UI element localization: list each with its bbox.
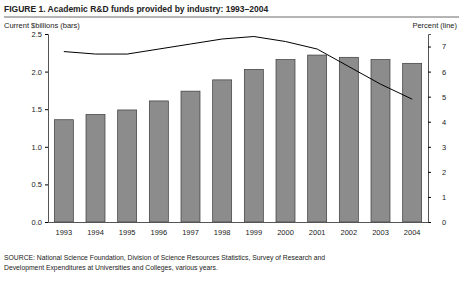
y-tick-label: 1.0	[32, 143, 42, 152]
y2-tick: 2	[428, 168, 446, 177]
y-tick-label: 1.5	[32, 105, 42, 114]
y-tick: 0.5	[32, 180, 48, 189]
bar	[276, 60, 295, 222]
x-tick-label: 1995	[119, 228, 136, 237]
x-tick-label: 1994	[87, 228, 104, 237]
y-tick-mark	[45, 184, 48, 185]
y2-tick-label: 0	[442, 218, 446, 227]
plot: 0.00.51.01.52.02.50123456719931994199519…	[32, 30, 447, 237]
y2-tick: 1	[428, 193, 446, 202]
x-tick: 2004	[404, 222, 421, 237]
bar	[181, 91, 200, 222]
y2-tick: 3	[428, 143, 446, 152]
y2-axis: 0 1 2 3 4 5 6 7	[428, 35, 446, 227]
y-tick-mark	[45, 147, 48, 148]
y2-axis-line	[429, 35, 432, 223]
x-tick: 2000	[277, 222, 294, 237]
y2-tick: 7	[428, 42, 446, 51]
x-tick: 1999	[245, 222, 262, 237]
x-tick: 2003	[372, 222, 389, 237]
source: Development Expenditures at Universities…	[4, 264, 218, 272]
y2-tick-mark	[428, 172, 431, 173]
bar	[403, 63, 422, 222]
y2-tick-mark	[428, 197, 431, 198]
y2-axis-label: Percent (line)	[412, 21, 457, 30]
y-axis: 0.0 0.5 1.0 1.5 2.0 2.5	[32, 30, 49, 227]
x-tick-label: 1996	[150, 228, 167, 237]
y2-tick-label: 3	[442, 143, 446, 152]
y2-tick-label: 7	[442, 42, 446, 51]
bar	[308, 55, 327, 222]
x-tick-label: 2000	[277, 228, 294, 237]
y2-tick-mark	[428, 72, 431, 73]
bar	[244, 69, 263, 222]
x-tick-label: 2001	[309, 228, 326, 237]
x-tick-label: 1993	[55, 228, 72, 237]
y-axis-line	[45, 35, 49, 223]
x-tick: 1998	[214, 222, 231, 237]
line	[64, 37, 412, 100]
x-axis: 1993 1994 1995 1996 1997 1998 1999 2000 2001 2002…	[49, 222, 429, 237]
x-tick: 1993	[55, 222, 72, 237]
x-tick: 2002	[340, 222, 357, 237]
bar	[213, 80, 232, 222]
x-tick: 1996	[150, 222, 167, 237]
source: SOURCE: National Science Foundation, Div…	[4, 254, 325, 262]
y-tick-mark	[45, 72, 48, 73]
x-tick-label: 1997	[182, 228, 199, 237]
y2-tick-label: 2	[442, 168, 446, 177]
x-tick: 1994	[87, 222, 104, 237]
x-tick: 2001	[309, 222, 326, 237]
y-tick: 2.0	[32, 68, 48, 77]
y2-tick: 0	[428, 218, 446, 227]
x-tick: 1995	[119, 222, 136, 237]
y2-tick: 4	[428, 118, 446, 127]
x-tick-label: 1998	[214, 228, 231, 237]
y-tick: 0.0	[32, 218, 48, 227]
bar	[118, 110, 137, 222]
y2-tick: 5	[428, 93, 446, 102]
y2-tick-label: 6	[442, 68, 446, 77]
y2-tick-mark	[428, 122, 431, 123]
title: FIGURE 1. Academic R&D funds provided by…	[4, 4, 268, 14]
y2-tick-mark	[428, 97, 431, 98]
y-tick-label: 0.5	[32, 180, 42, 189]
marks	[54, 37, 421, 222]
y2-tick-mark	[428, 47, 431, 48]
x-tick-label: 2003	[372, 228, 389, 237]
x-axis-line	[49, 222, 429, 223]
y2-tick: 6	[428, 68, 446, 77]
y-tick-mark	[45, 34, 48, 35]
y-tick: 2.5	[32, 30, 48, 39]
y-axis-label: Current $billions (bars)	[4, 21, 80, 30]
y-tick: 1.5	[32, 105, 48, 114]
y-tick-label: 2.0	[32, 68, 42, 77]
chart: FIGURE 1. Academic R&D funds provided by…	[0, 0, 465, 287]
y-tick-label: 2.5	[32, 30, 42, 39]
bar	[339, 57, 358, 222]
y-tick: 1.0	[32, 143, 48, 152]
y-tick-mark	[45, 109, 48, 110]
x-tick: 1997	[182, 222, 199, 237]
y-tick-mark	[45, 222, 48, 223]
bar	[54, 120, 73, 222]
bar	[86, 114, 105, 222]
y-tick-label: 0.0	[32, 218, 42, 227]
y2-tick-label: 1	[442, 193, 446, 202]
x-tick-label: 1999	[245, 228, 262, 237]
bar	[149, 101, 168, 222]
title-rule	[4, 17, 459, 18]
y2-tick-label: 5	[442, 93, 446, 102]
y2-tick-label: 4	[442, 118, 446, 127]
x-tick-label: 2004	[404, 228, 421, 237]
y2-tick-mark	[428, 147, 431, 148]
x-tick-label: 2002	[340, 228, 357, 237]
